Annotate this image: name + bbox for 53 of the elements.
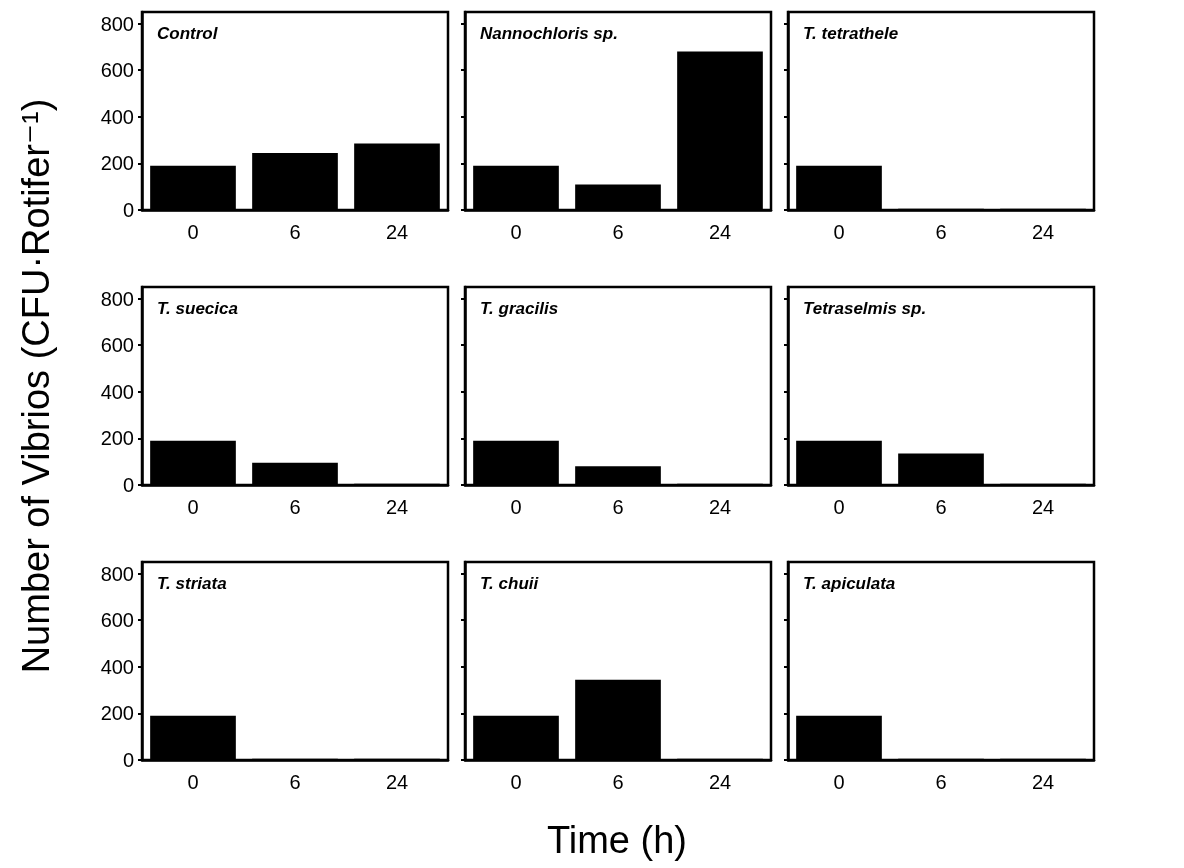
- y-tick-label: 400: [100, 380, 134, 403]
- text: T. gracilis: [480, 299, 559, 318]
- x-axis-title: Time (h): [545, 818, 688, 863]
- x-tick-label: 24: [708, 771, 732, 793]
- y-tick-label: 0: [122, 199, 134, 221]
- x-tick-label: 6: [289, 496, 301, 518]
- x-tick-label: 6: [935, 221, 947, 243]
- x-tick-label: 6: [935, 771, 947, 793]
- x-tick-label: 24: [1031, 771, 1055, 793]
- x-tick-label: 24: [708, 496, 732, 518]
- y-tick-label: 200: [100, 427, 134, 450]
- x-tick-label: 24: [385, 221, 409, 243]
- x-tick-label: 24: [385, 771, 409, 793]
- x-tick-label: 0: [833, 221, 845, 243]
- x-tick-label: 0: [187, 221, 199, 243]
- y-tick-label: 0: [122, 474, 134, 496]
- text: T. striata: [157, 574, 227, 593]
- x-tick-label: 0: [510, 771, 522, 793]
- x-tick-label: 24: [1031, 221, 1055, 243]
- y-axis-title: Number of Vibrios (CFU·Rotifer⁻¹): [14, 97, 58, 676]
- y-tick-label: 800: [100, 287, 134, 310]
- y-tick-label: 200: [100, 152, 134, 175]
- x-tick-label: 6: [612, 221, 624, 243]
- text: T. apiculata: [803, 574, 896, 593]
- y-tick-label: 600: [100, 609, 134, 632]
- x-tick-label: 6: [289, 221, 301, 243]
- y-tick-label: 200: [100, 702, 134, 725]
- x-tick-label: 24: [385, 496, 409, 518]
- y-tick-label: 0: [122, 749, 134, 771]
- x-tick-label: 6: [612, 771, 624, 793]
- y-tick-label: 800: [100, 12, 134, 35]
- x-tick-label: 0: [833, 496, 845, 518]
- y-tick-label: 600: [100, 334, 134, 357]
- text: Nannochloris sp.: [480, 24, 618, 43]
- y-tick-label: 800: [100, 562, 134, 585]
- x-tick-label: 0: [510, 496, 522, 518]
- text: Tetraselmis sp.: [803, 299, 927, 318]
- x-tick-label: 0: [187, 496, 199, 518]
- text: Control: [157, 24, 219, 43]
- x-tick-label: 24: [1031, 496, 1055, 518]
- text: T. tetrathele: [803, 24, 899, 43]
- text: T. suecica: [157, 299, 238, 318]
- x-tick-label: 0: [833, 771, 845, 793]
- x-tick-label: 0: [510, 221, 522, 243]
- x-tick-label: 0: [187, 771, 199, 793]
- y-tick-label: 400: [100, 105, 134, 128]
- y-tick-label: 600: [100, 59, 134, 82]
- x-tick-label: 24: [708, 221, 732, 243]
- y-tick-label: 400: [100, 655, 134, 678]
- x-tick-label: 6: [612, 496, 624, 518]
- text: T. chuii: [480, 574, 540, 593]
- x-tick-label: 6: [289, 771, 301, 793]
- x-tick-label: 6: [935, 496, 947, 518]
